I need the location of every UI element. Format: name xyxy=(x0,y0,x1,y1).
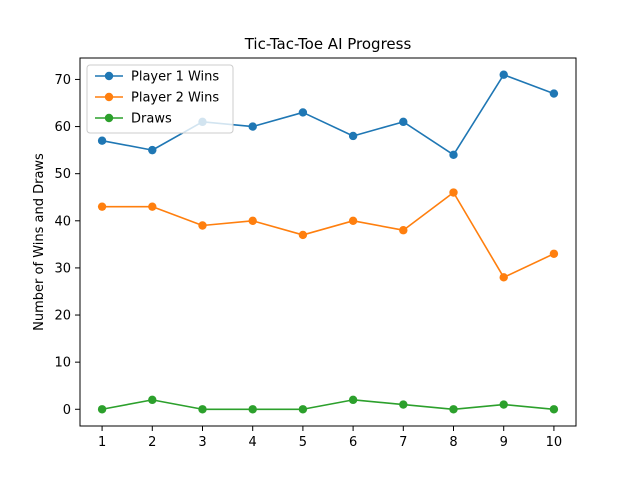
data-point-player-1-wins-5 xyxy=(298,108,308,117)
data-point-player-1-wins-10 xyxy=(549,89,559,98)
legend-box xyxy=(86,64,234,134)
data-point-draws-3 xyxy=(198,405,207,414)
x-tick-label-3: 3 xyxy=(198,435,206,450)
y-tick-label-60: 60 xyxy=(54,120,71,135)
data-point-draws-1 xyxy=(97,405,107,414)
x-tick-label-8: 8 xyxy=(449,435,457,450)
series-group xyxy=(97,70,559,414)
data-point-player-2-wins-4 xyxy=(248,216,257,225)
series-player-2-wins xyxy=(97,188,559,282)
data-point-player-2-wins-2 xyxy=(148,202,157,211)
series-draws xyxy=(97,395,559,414)
data-point-draws-2 xyxy=(148,395,157,405)
legend-label-draws: Draws xyxy=(131,112,172,127)
y-tick-label-20: 20 xyxy=(54,309,71,324)
y-axis-label: Number of Wins and Draws xyxy=(32,153,47,331)
x-tick-label-5: 5 xyxy=(299,435,307,450)
data-point-draws-10 xyxy=(549,405,559,414)
legend-item-draws: Draws xyxy=(95,112,172,127)
legend-item-player-1-wins: Player 1 Wins xyxy=(95,70,219,85)
data-point-player-1-wins-6 xyxy=(348,131,358,141)
data-point-player-1-wins-8 xyxy=(449,150,458,160)
legend: Player 1 Wins Player 2 Wins Draws xyxy=(86,64,234,134)
series-line-player-1-wins xyxy=(101,73,555,156)
data-point-player-2-wins-8 xyxy=(449,188,458,197)
legend-marker-player-1-wins xyxy=(104,71,114,81)
plot-frame xyxy=(79,57,577,427)
data-point-player-2-wins-7 xyxy=(399,226,408,235)
data-point-draws-8 xyxy=(449,405,458,414)
y-tick-label-30: 30 xyxy=(54,261,71,276)
x-tick-label-6: 6 xyxy=(349,435,357,450)
x-axis: 1 2 3 4 5 6 7 8 9 10 xyxy=(98,426,562,450)
x-tick-label-10: 10 xyxy=(546,435,563,450)
data-point-draws-4 xyxy=(248,405,257,414)
data-point-draws-9 xyxy=(499,400,508,409)
data-point-player-2-wins-9 xyxy=(499,273,508,282)
data-point-player-2-wins-3 xyxy=(198,221,207,230)
y-tick-label-0: 0 xyxy=(63,403,71,418)
legend-marker-player-2-wins xyxy=(104,92,114,102)
y-tick-label-50: 50 xyxy=(54,167,71,182)
x-tick-label-2: 2 xyxy=(148,435,156,450)
series-line-player-2-wins xyxy=(102,191,555,279)
x-tick-label-1: 1 xyxy=(98,435,106,450)
data-point-player-2-wins-5 xyxy=(298,230,308,240)
data-point-draws-5 xyxy=(298,405,308,414)
data-point-player-2-wins-6 xyxy=(348,216,358,225)
y-axis: 0 10 20 30 40 50 60 70 xyxy=(54,73,80,418)
x-tick-label-9: 9 xyxy=(500,435,508,450)
x-tick-label-4: 4 xyxy=(249,435,257,450)
legend-label-player-1-wins: Player 1 Wins xyxy=(131,70,219,85)
y-tick-label-70: 70 xyxy=(54,73,71,88)
y-tick-label-40: 40 xyxy=(54,214,71,229)
legend-item-player-2-wins: Player 2 Wins xyxy=(95,91,219,106)
data-point-draws-7 xyxy=(399,400,408,409)
legend-marker-draws xyxy=(104,113,114,123)
chart-title: Tic-Tac-Toe AI Progress xyxy=(244,35,412,53)
series-line-draws xyxy=(101,399,554,411)
legend-label-player-2-wins: Player 2 Wins xyxy=(131,91,219,106)
series-player-1-wins xyxy=(97,70,559,160)
data-point-player-1-wins-2 xyxy=(148,145,157,155)
data-point-player-2-wins-10 xyxy=(549,249,559,258)
data-point-player-1-wins-7 xyxy=(399,117,408,127)
y-tick-label-10: 10 xyxy=(54,356,71,371)
data-point-player-1-wins-9 xyxy=(499,70,508,79)
data-point-player-1-wins-4 xyxy=(248,122,257,131)
data-point-draws-6 xyxy=(348,395,358,405)
x-tick-label-7: 7 xyxy=(399,435,407,450)
data-point-player-2-wins-1 xyxy=(97,202,107,211)
data-point-player-1-wins-1 xyxy=(97,136,107,145)
